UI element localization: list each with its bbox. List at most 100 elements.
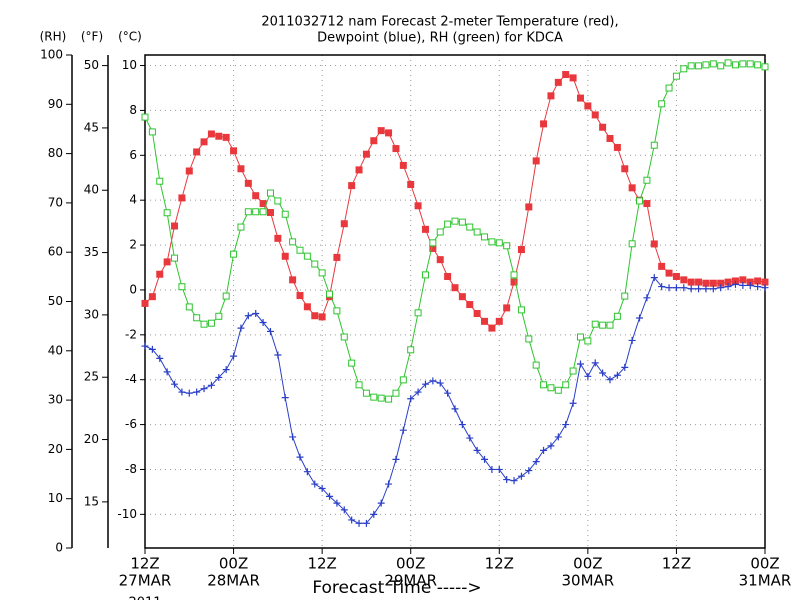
data-point (628, 336, 636, 344)
data-point (259, 318, 267, 326)
data-point (517, 306, 525, 314)
data-point (584, 372, 592, 380)
data-point (495, 317, 503, 325)
data-point (488, 324, 496, 332)
x-tick-label: 00Z (396, 555, 425, 573)
data-point (421, 271, 429, 279)
data-point (636, 314, 644, 322)
data-point (650, 274, 658, 282)
data-point (754, 283, 762, 291)
data-point (672, 272, 680, 280)
data-point (274, 351, 282, 359)
x-tick-label: 12Z (307, 555, 336, 573)
c-tick-label: 0 (129, 282, 137, 296)
rh-tick-label: 20 (48, 442, 63, 456)
data-point (311, 260, 319, 268)
data-point (141, 113, 149, 121)
c-tick-label: -8 (125, 462, 137, 476)
data-point (658, 283, 666, 291)
data-point (148, 293, 156, 301)
rh-tick-label: 0 (55, 541, 63, 555)
data-point (451, 217, 459, 225)
data-point (362, 150, 370, 158)
data-point (303, 303, 311, 311)
data-point (562, 381, 570, 389)
data-point (451, 284, 459, 292)
data-point (185, 303, 193, 311)
data-point (355, 519, 363, 527)
data-point (222, 292, 230, 300)
data-point (488, 465, 496, 473)
data-point (665, 84, 673, 92)
data-point (532, 361, 540, 369)
data-point (613, 371, 621, 379)
data-point (230, 352, 238, 360)
data-point (171, 254, 179, 262)
series-line (144, 62, 766, 400)
data-point (739, 60, 747, 68)
rh-tick-label: 50 (48, 294, 63, 308)
data-point (215, 132, 223, 140)
data-point (628, 184, 636, 192)
data-point (362, 519, 370, 527)
data-point (348, 516, 356, 524)
data-point (709, 60, 717, 68)
data-point (392, 389, 400, 397)
data-point (636, 197, 644, 205)
data-point (569, 399, 577, 407)
data-point (532, 157, 540, 165)
data-point (318, 485, 326, 493)
data-point (739, 281, 747, 289)
data-point (525, 335, 533, 343)
c-tick-label: -4 (125, 372, 137, 386)
data-point (156, 354, 164, 362)
data-point (687, 285, 695, 293)
data-point (628, 240, 636, 248)
year-label: 2011 (128, 596, 161, 600)
data-point (503, 242, 511, 250)
data-point (709, 279, 717, 287)
c-tick-label: 10 (122, 58, 137, 72)
data-point (540, 120, 548, 128)
data-point (650, 141, 658, 149)
data-point (274, 197, 282, 205)
rh-tick-label: 100 (40, 48, 63, 62)
data-point (362, 389, 370, 397)
data-point (650, 240, 658, 248)
data-point (591, 320, 599, 328)
data-point (355, 381, 363, 389)
data-point (296, 246, 304, 254)
data-point (259, 208, 267, 216)
data-point (200, 320, 208, 328)
data-point (207, 130, 215, 138)
data-point (185, 389, 193, 397)
data-point (318, 313, 326, 321)
data-point (429, 239, 437, 247)
data-point (621, 363, 629, 371)
f-axis-label: (°F) (81, 30, 103, 44)
f-tick-label: 20 (84, 432, 99, 446)
series-line (144, 276, 766, 524)
data-point (207, 381, 215, 389)
data-point (200, 138, 208, 146)
data-point (163, 368, 171, 376)
data-point (510, 271, 518, 279)
data-point (392, 455, 400, 463)
data-point (444, 220, 452, 228)
c-tick-label: 2 (129, 238, 137, 252)
data-point (311, 312, 319, 320)
data-point (296, 453, 304, 461)
x-tick-label: 12Z (662, 555, 691, 573)
data-point (547, 384, 555, 392)
data-point (237, 165, 245, 173)
data-point (222, 366, 230, 374)
rh-tick-label: 10 (48, 491, 63, 505)
data-point (392, 145, 400, 153)
data-point (576, 360, 584, 368)
data-point (717, 284, 725, 292)
data-point (311, 480, 319, 488)
data-point (724, 59, 732, 67)
data-point (326, 492, 334, 500)
data-point (348, 182, 356, 190)
data-point (481, 317, 489, 325)
